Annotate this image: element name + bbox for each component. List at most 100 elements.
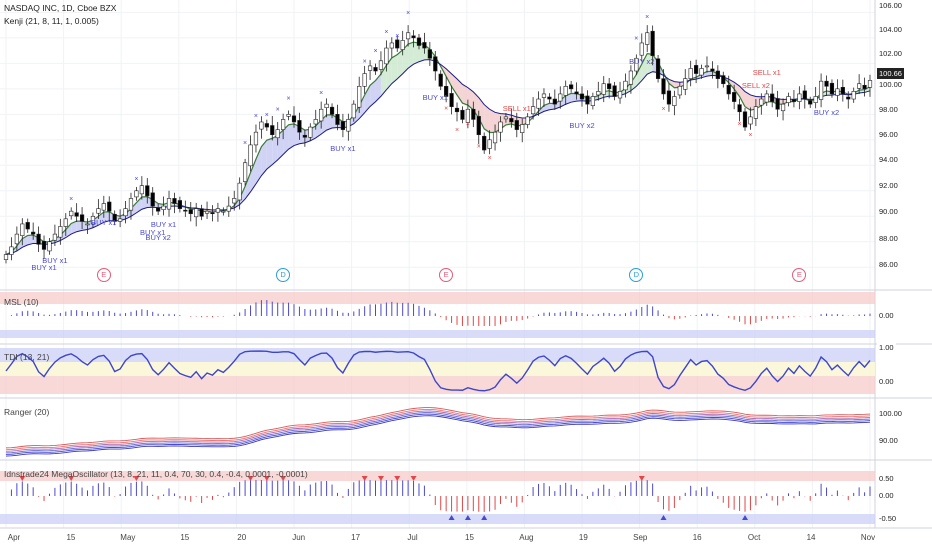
candle-body — [128, 198, 134, 211]
last-price-tag: 100.66 — [877, 68, 904, 80]
ma-cloud-segment — [571, 93, 577, 103]
price-tick: 88.00 — [877, 233, 900, 245]
ma-cloud-segment — [397, 49, 403, 79]
candle-body — [710, 68, 715, 72]
candle-body — [748, 116, 753, 125]
ranger-band-line — [5, 412, 871, 454]
mega-axis-tick: -0.50 — [877, 513, 899, 525]
date-axis-label: Sep — [633, 533, 648, 542]
buy-signal-label: BUY x1 — [31, 263, 57, 273]
ma-cloud-segment — [391, 54, 398, 84]
sell-triangle-marker — [19, 476, 26, 481]
tdi-panel-label[interactable]: TDI (13, 21) — [4, 352, 50, 362]
ma-cloud-segment — [734, 82, 740, 97]
candle-body — [813, 96, 818, 103]
ma-cloud-segment — [288, 123, 294, 150]
earnings-event-icon[interactable]: E — [439, 268, 454, 282]
candle-body — [639, 42, 644, 56]
candle-body — [471, 108, 476, 120]
candle-body — [487, 139, 492, 149]
candle-body — [607, 83, 612, 90]
candle-body — [9, 246, 14, 255]
date-axis-label: 19 — [578, 533, 588, 542]
buy-signal-label: BUY x1 — [42, 256, 68, 266]
overbought-x-marker: × — [134, 176, 138, 183]
candle-body — [232, 198, 237, 204]
candle-body — [69, 210, 74, 217]
ma-cloud-segment — [272, 135, 278, 165]
candle-body — [101, 203, 106, 211]
candle-body — [726, 84, 731, 95]
candle-body — [721, 75, 726, 85]
ma-cloud-segment — [462, 84, 468, 106]
overbought-x-marker: × — [406, 10, 410, 17]
fast-ma-line — [5, 41, 871, 256]
candle-body — [514, 120, 519, 130]
mega-panel-label[interactable]: Idnstrade24 MegaOscillator (13, 8, 21, 1… — [4, 469, 308, 479]
candle-body — [297, 120, 302, 133]
ranger-band-line — [5, 408, 871, 451]
ma-cloud-segment — [630, 74, 637, 91]
ma-cloud-segment — [457, 78, 463, 104]
candle-body — [134, 190, 139, 198]
price-tick: 94.00 — [877, 154, 900, 166]
tdi-mid-band — [0, 362, 875, 376]
candle-body — [574, 91, 579, 95]
sell-signal-label: SELL x1 — [752, 67, 781, 77]
overbought-x-marker: × — [319, 90, 323, 97]
buy-triangle-marker — [660, 515, 667, 520]
candle-body — [737, 104, 742, 113]
candle-body — [835, 88, 840, 96]
candle-body — [161, 205, 166, 210]
candle-body — [623, 80, 628, 91]
ma-cloud-segment — [261, 140, 267, 176]
price-tick: 98.00 — [877, 104, 900, 116]
ranger-axis-tick: 90.00 — [877, 435, 900, 447]
candle-body — [802, 90, 807, 100]
candle-body — [389, 42, 394, 49]
date-axis-label: Nov — [860, 533, 876, 542]
overbought-x-marker: × — [265, 112, 269, 119]
msl-panel-label[interactable]: MSL (10) — [4, 297, 39, 307]
earnings-event-icon[interactable]: E — [792, 268, 807, 282]
tdi-upper-band — [0, 348, 875, 362]
ranger-panel-label[interactable]: Ranger (20) — [4, 407, 50, 417]
candle-body — [166, 198, 172, 210]
candle-body — [188, 209, 193, 215]
ma-cloud-segment — [380, 65, 387, 97]
candle-body — [357, 85, 362, 108]
candle-body — [90, 215, 96, 225]
date-axis-label: 15 — [66, 533, 76, 542]
candle-body — [694, 65, 699, 74]
candle-body — [677, 85, 682, 96]
candle-body — [525, 116, 530, 125]
candle-body — [416, 37, 422, 46]
candle-body — [666, 90, 672, 105]
sell-signal-label: SELL x2 — [741, 80, 770, 90]
dividend-event-icon[interactable]: D — [276, 268, 291, 282]
earnings-event-icon[interactable]: E — [96, 268, 111, 282]
price-tick: 106.00 — [877, 0, 904, 12]
ma-cloud-segment — [739, 86, 746, 107]
candle-body — [96, 208, 101, 214]
candle-body — [547, 96, 552, 100]
sell-triangle-marker — [361, 476, 368, 481]
candle-body — [395, 39, 400, 49]
slow-ma-line — [5, 59, 871, 256]
candle-body — [797, 93, 802, 102]
oversold-x-marker: × — [455, 127, 459, 134]
candle-body — [237, 182, 242, 201]
price-tick: 100.00 — [877, 79, 904, 91]
candle-body — [139, 185, 144, 195]
ma-cloud-segment — [375, 73, 381, 102]
candle-body — [31, 231, 36, 235]
mega-lower-band — [0, 514, 875, 524]
ma-cloud-segment — [451, 73, 458, 95]
candle-body — [579, 93, 585, 100]
ma-cloud-segment — [65, 223, 72, 238]
dividend-event-icon[interactable]: D — [629, 268, 644, 282]
buy-signal-label: BUY x2 — [145, 233, 171, 243]
candle-body — [259, 121, 264, 130]
